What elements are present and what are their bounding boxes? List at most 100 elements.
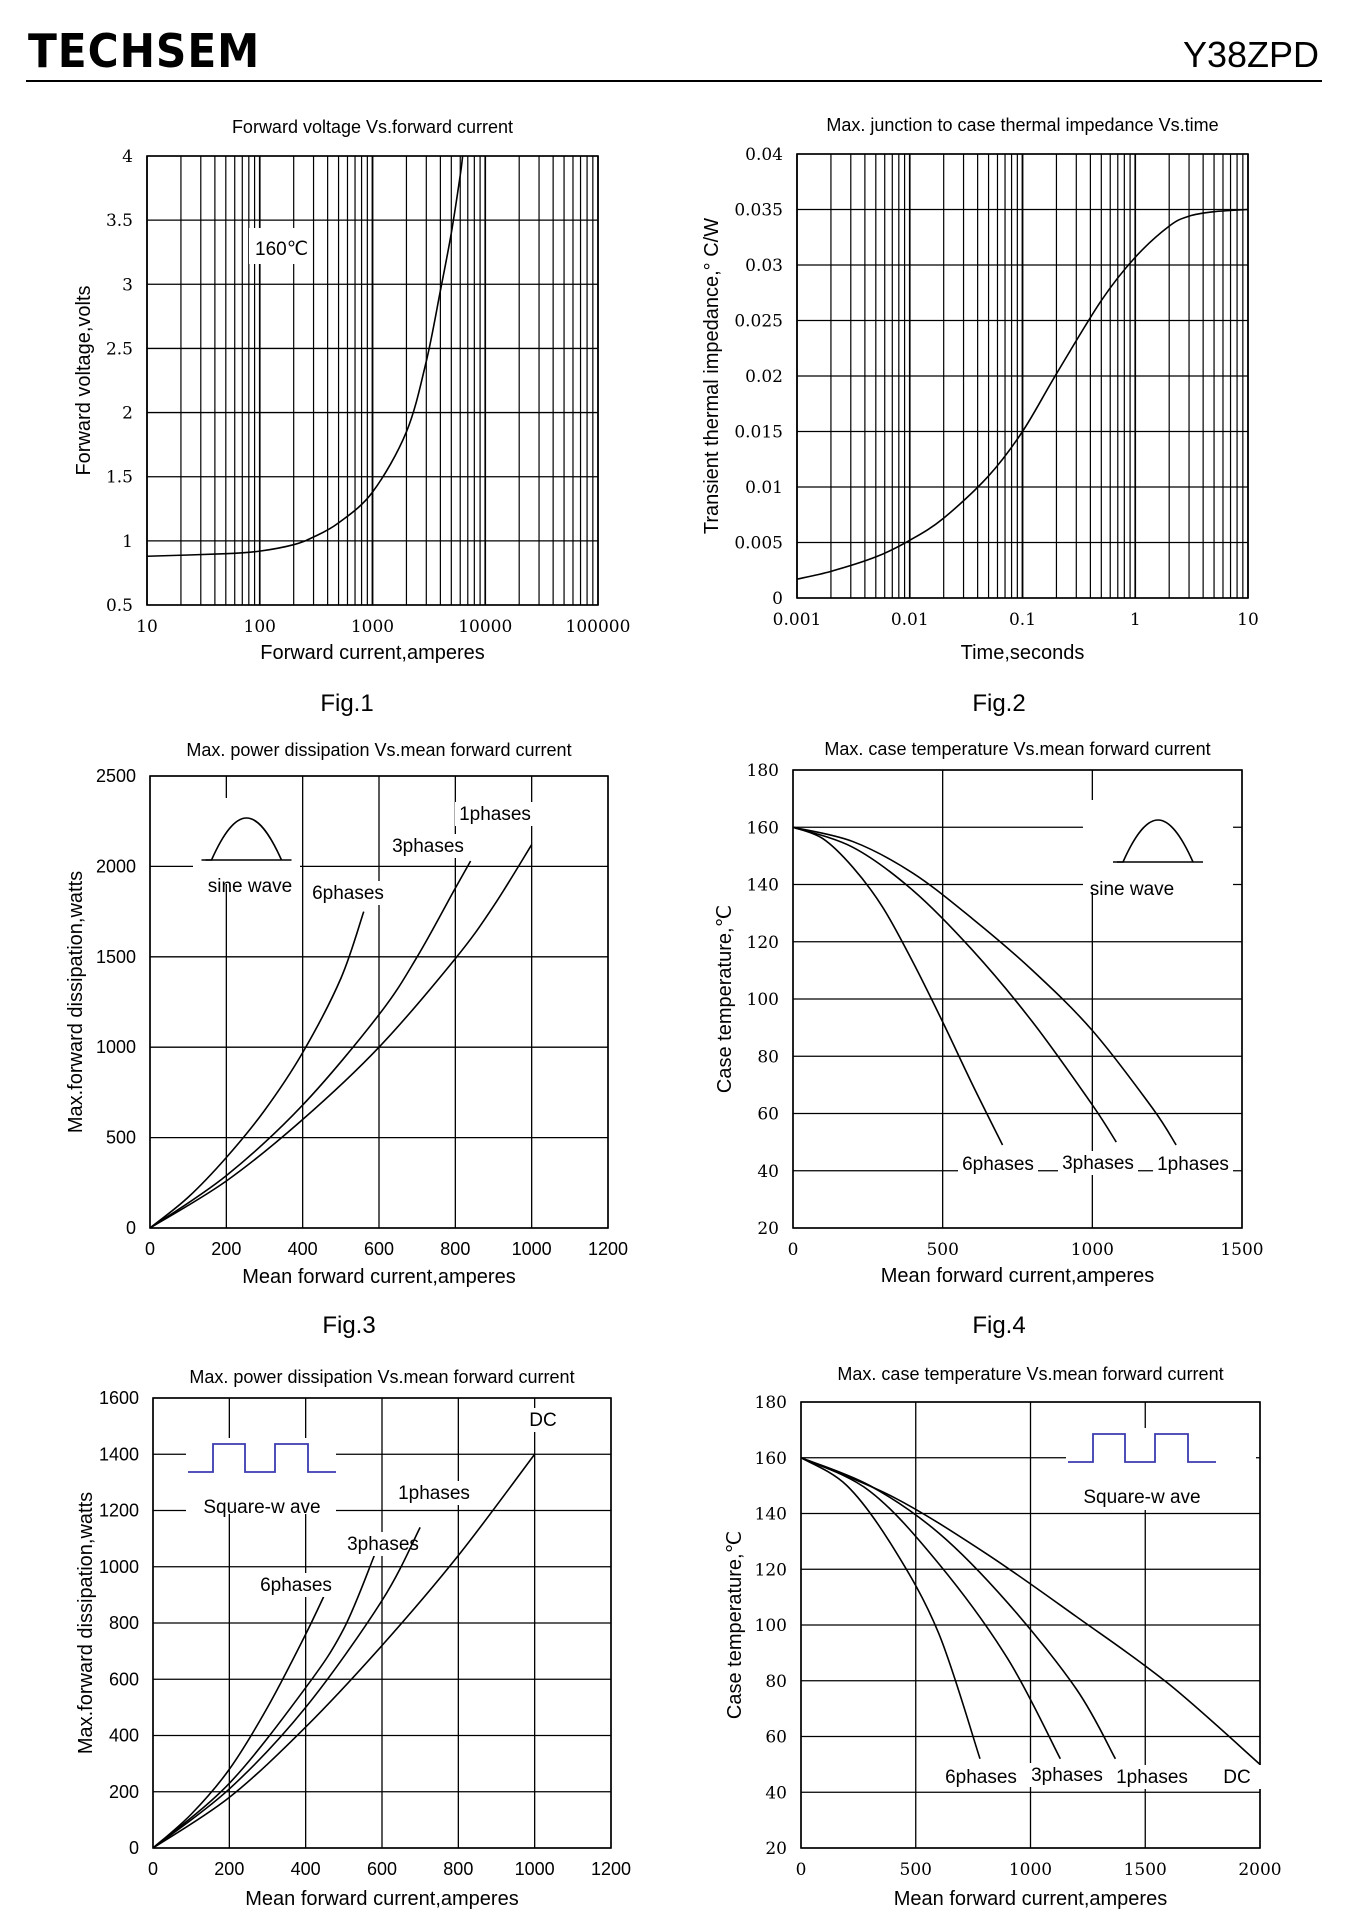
series-label-3phases: 3phases — [392, 836, 464, 857]
chart-2: 0.001 0.01 0.1 1 10 0 0.005 0.01 0.015 0.02 0.025 0… — [701, 115, 1259, 664]
series-line-6phases — [792, 826, 1004, 1146]
chart-3: 0 200 400 600 800 1000 1200 0 500 1000 1500 2000 250… — [65, 740, 628, 1288]
y-tick-label: 60 — [757, 1105, 779, 1125]
y-tick-label: 80 — [765, 1672, 787, 1692]
series-label-bg — [941, 1765, 1021, 1789]
plot-frame — [152, 1397, 612, 1849]
x-tick-label: 600 — [367, 1859, 397, 1879]
y-tick-label: 1500 — [96, 947, 136, 967]
x-tick-label: 0 — [796, 1860, 807, 1880]
x-tick-label: 1 — [1130, 610, 1141, 630]
x-tick-label: 0.001 — [773, 610, 822, 630]
series-label-6phases: 6phases — [260, 1575, 332, 1596]
y-tick-label: 120 — [755, 1560, 787, 1580]
series-label-1phases: 1phases — [398, 1483, 470, 1504]
series-line-3phases — [792, 826, 1117, 1143]
y-tick-label: 0 — [126, 1218, 136, 1238]
square-wave-icon — [1068, 1433, 1216, 1463]
inset-label: Square-w ave — [203, 1497, 320, 1518]
y-tick-label: 2 — [122, 404, 133, 424]
series-label-1phases: 1phases — [1157, 1154, 1229, 1175]
series-label-bg — [256, 1573, 336, 1597]
y-tick-label: 4 — [122, 147, 133, 167]
y-tick-label: 0.5 — [106, 596, 133, 616]
grid — [152, 1397, 612, 1849]
y-tick-label: 0 — [129, 1838, 139, 1858]
chart-4: 0 500 1000 1500 20 40 60 80 100 120 140 160 180 Max. … — [714, 739, 1264, 1287]
figure-label-2: Fig.2 — [972, 690, 1026, 717]
series-line-6phases — [149, 911, 365, 1229]
figure-label-3: Fig.3 — [322, 1312, 376, 1339]
x-axis-label: Mean forward current,amperes — [242, 1266, 515, 1288]
series-label-3phases: 3phases — [1031, 1765, 1103, 1786]
series-label-bg — [1112, 1765, 1192, 1789]
y-axis-label: Max.forward dissipation,watts — [75, 1492, 97, 1754]
x-tick-label: 200 — [211, 1239, 241, 1259]
y-tick-label: 100 — [755, 1616, 787, 1636]
y-tick-label: 200 — [109, 1782, 139, 1802]
temperature-annotation: 160℃ — [255, 239, 308, 260]
y-tick-label: 20 — [757, 1219, 779, 1239]
grid — [146, 155, 599, 606]
series-label-bg — [1153, 1152, 1233, 1176]
series-label-dc: DC — [1223, 1767, 1250, 1788]
y-tick-label: 0.005 — [734, 534, 783, 554]
x-tick-label: 100 — [244, 617, 276, 637]
y-tick-label: 0 — [772, 589, 783, 609]
series-line-6phases — [152, 1577, 334, 1849]
y-tick-label: 2000 — [96, 856, 136, 876]
series-label-bg — [1058, 1151, 1138, 1175]
x-tick-label: 1000 — [1071, 1240, 1114, 1260]
series-line — [796, 208, 1249, 580]
y-tick-label: 800 — [109, 1613, 139, 1633]
inset-label: Square-w ave — [1083, 1487, 1200, 1508]
chart-title: Max. junction to case thermal impedance … — [826, 115, 1218, 135]
x-tick-label: 1200 — [591, 1859, 631, 1879]
series-label-bg — [388, 834, 468, 858]
series-line-1phases — [149, 844, 533, 1229]
inset-bg — [186, 1438, 336, 1514]
x-tick-label: 0.01 — [891, 610, 929, 630]
x-tick-label: 1500 — [1220, 1240, 1263, 1260]
chart-title: Max. case temperature Vs.mean forward cu… — [837, 1364, 1223, 1384]
chart-title: Max. case temperature Vs.mean forward cu… — [824, 739, 1210, 759]
x-tick-label: 1500 — [1124, 1860, 1167, 1880]
y-tick-label: 140 — [755, 1505, 787, 1525]
series-label-3phases: 3phases — [347, 1534, 419, 1555]
y-tick-label: 1 — [122, 532, 133, 552]
series-label-1phases: 1phases — [1116, 1767, 1188, 1788]
series-label-bg — [455, 802, 535, 826]
chart-5: 0 200 400 600 800 1000 1200 0 200 400 600 800 1000 12… — [75, 1367, 631, 1910]
annotation-bg — [249, 228, 301, 264]
series-label-6phases: 6phases — [962, 1154, 1034, 1175]
x-tick-label: 100000 — [566, 617, 631, 637]
inset-bg — [193, 798, 300, 884]
y-tick-label: 20 — [765, 1839, 787, 1859]
inset-bg — [1083, 800, 1233, 892]
y-tick-label: 0.015 — [734, 423, 783, 443]
y-tick-label: 600 — [109, 1669, 139, 1689]
plot-frame — [146, 155, 599, 606]
series-label-bg — [343, 1532, 423, 1556]
series-line-1phases — [792, 826, 1177, 1146]
series-label-bg — [308, 881, 388, 905]
grid — [796, 153, 1249, 599]
series-label-dc: DC — [529, 1410, 556, 1431]
series-label-3phases: 3phases — [1062, 1153, 1134, 1174]
x-tick-label: 800 — [440, 1239, 470, 1259]
y-tick-label: 40 — [757, 1162, 779, 1182]
y-tick-label: 40 — [765, 1783, 787, 1803]
x-tick-label: 10000 — [458, 617, 512, 637]
y-tick-label: 160 — [755, 1449, 787, 1469]
inset-bg — [1066, 1428, 1256, 1510]
y-tick-label: 0.04 — [745, 145, 783, 165]
series-line-1phases — [152, 1527, 421, 1849]
brand-logo: TECHSEM — [28, 24, 261, 78]
y-axis-label: Transient thermal impedance,° C/W — [701, 218, 723, 534]
x-tick-label: 0 — [148, 1859, 158, 1879]
y-tick-label: 140 — [747, 876, 779, 896]
x-tick-label: 600 — [364, 1239, 394, 1259]
y-tick-label: 1200 — [99, 1501, 139, 1521]
plot-frame — [792, 769, 1243, 1229]
